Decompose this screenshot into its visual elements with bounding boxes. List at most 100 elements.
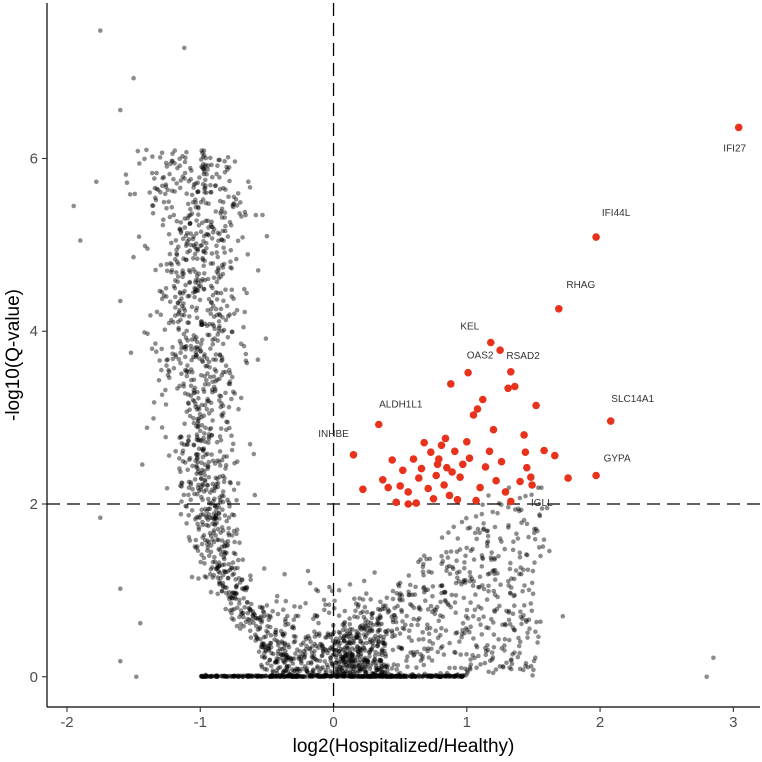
data-point — [453, 673, 458, 679]
data-point — [344, 633, 350, 639]
data-point — [309, 661, 314, 666]
data-point — [332, 639, 338, 644]
data-point — [283, 668, 289, 674]
data-point — [381, 634, 387, 640]
data-point — [364, 669, 369, 675]
data-point — [508, 591, 513, 596]
data-point — [219, 544, 225, 550]
data-point — [169, 188, 175, 194]
data-point — [472, 607, 478, 613]
data-point — [221, 549, 226, 555]
significant-point — [453, 495, 462, 504]
data-point — [382, 662, 387, 667]
data-point — [349, 658, 355, 664]
data-point — [477, 584, 482, 590]
data-point — [455, 674, 461, 679]
data-point — [217, 449, 223, 454]
data-point — [222, 673, 228, 679]
data-point — [492, 524, 498, 530]
data-point — [262, 650, 267, 656]
data-point — [452, 673, 457, 679]
data-point — [182, 367, 188, 373]
data-point — [226, 593, 231, 599]
data-point — [203, 673, 209, 679]
data-point — [435, 673, 441, 679]
data-point — [356, 663, 362, 669]
data-point — [460, 579, 466, 585]
data-point — [365, 659, 371, 665]
data-point — [486, 583, 491, 589]
data-point — [206, 496, 211, 502]
data-point — [240, 674, 245, 679]
data-point — [497, 664, 503, 669]
data-point — [212, 503, 218, 509]
data-point — [186, 320, 192, 326]
data-point — [292, 604, 297, 609]
data-point — [316, 673, 322, 678]
data-point — [173, 238, 179, 243]
data-point — [321, 673, 327, 679]
data-point — [167, 171, 172, 177]
data-point — [283, 598, 289, 604]
data-point — [510, 611, 516, 617]
data-point — [203, 177, 208, 183]
y-tick-label: 2 — [30, 496, 38, 513]
data-point — [281, 659, 287, 664]
data-point — [414, 649, 420, 655]
data-point — [322, 674, 328, 679]
data-point — [369, 612, 375, 617]
data-point — [445, 672, 450, 678]
data-point — [196, 488, 202, 494]
data-point — [509, 585, 514, 590]
data-point — [203, 183, 208, 188]
data-point — [359, 623, 364, 628]
data-point — [360, 662, 365, 668]
data-point — [212, 523, 218, 528]
data-point — [98, 515, 103, 521]
data-point — [273, 627, 279, 633]
data-point — [226, 590, 232, 595]
data-point — [334, 648, 339, 653]
data-point — [194, 218, 199, 223]
data-point — [458, 673, 464, 678]
data-point — [181, 384, 187, 389]
data-point — [497, 603, 502, 609]
data-point — [183, 243, 189, 248]
data-point — [382, 606, 387, 611]
data-point — [214, 279, 220, 285]
data-point — [153, 267, 158, 273]
data-point — [526, 617, 532, 622]
data-point — [188, 482, 194, 487]
data-point — [215, 290, 220, 296]
data-point — [137, 161, 142, 166]
data-point — [212, 674, 218, 679]
data-point — [341, 671, 347, 677]
data-point — [344, 644, 349, 649]
data-point — [265, 624, 270, 629]
data-point — [454, 570, 460, 576]
data-point — [281, 669, 286, 674]
data-point — [525, 664, 531, 670]
data-point — [158, 312, 164, 318]
data-point — [201, 447, 206, 453]
data-point — [157, 358, 162, 363]
data-point — [231, 296, 236, 302]
data-point — [217, 186, 223, 192]
gene-point-kel — [487, 338, 495, 347]
data-point — [157, 155, 163, 160]
data-point — [312, 656, 317, 662]
data-point — [164, 206, 169, 211]
data-point — [321, 597, 327, 603]
data-point — [389, 673, 395, 679]
significant-point — [507, 497, 515, 506]
data-point — [228, 223, 234, 228]
data-point — [211, 226, 217, 232]
data-point — [194, 434, 200, 440]
data-point — [196, 284, 202, 289]
data-point — [427, 556, 433, 562]
data-point — [216, 157, 221, 163]
data-point — [205, 538, 210, 544]
data-point — [392, 673, 397, 679]
data-point — [418, 557, 423, 562]
data-point — [356, 674, 362, 679]
